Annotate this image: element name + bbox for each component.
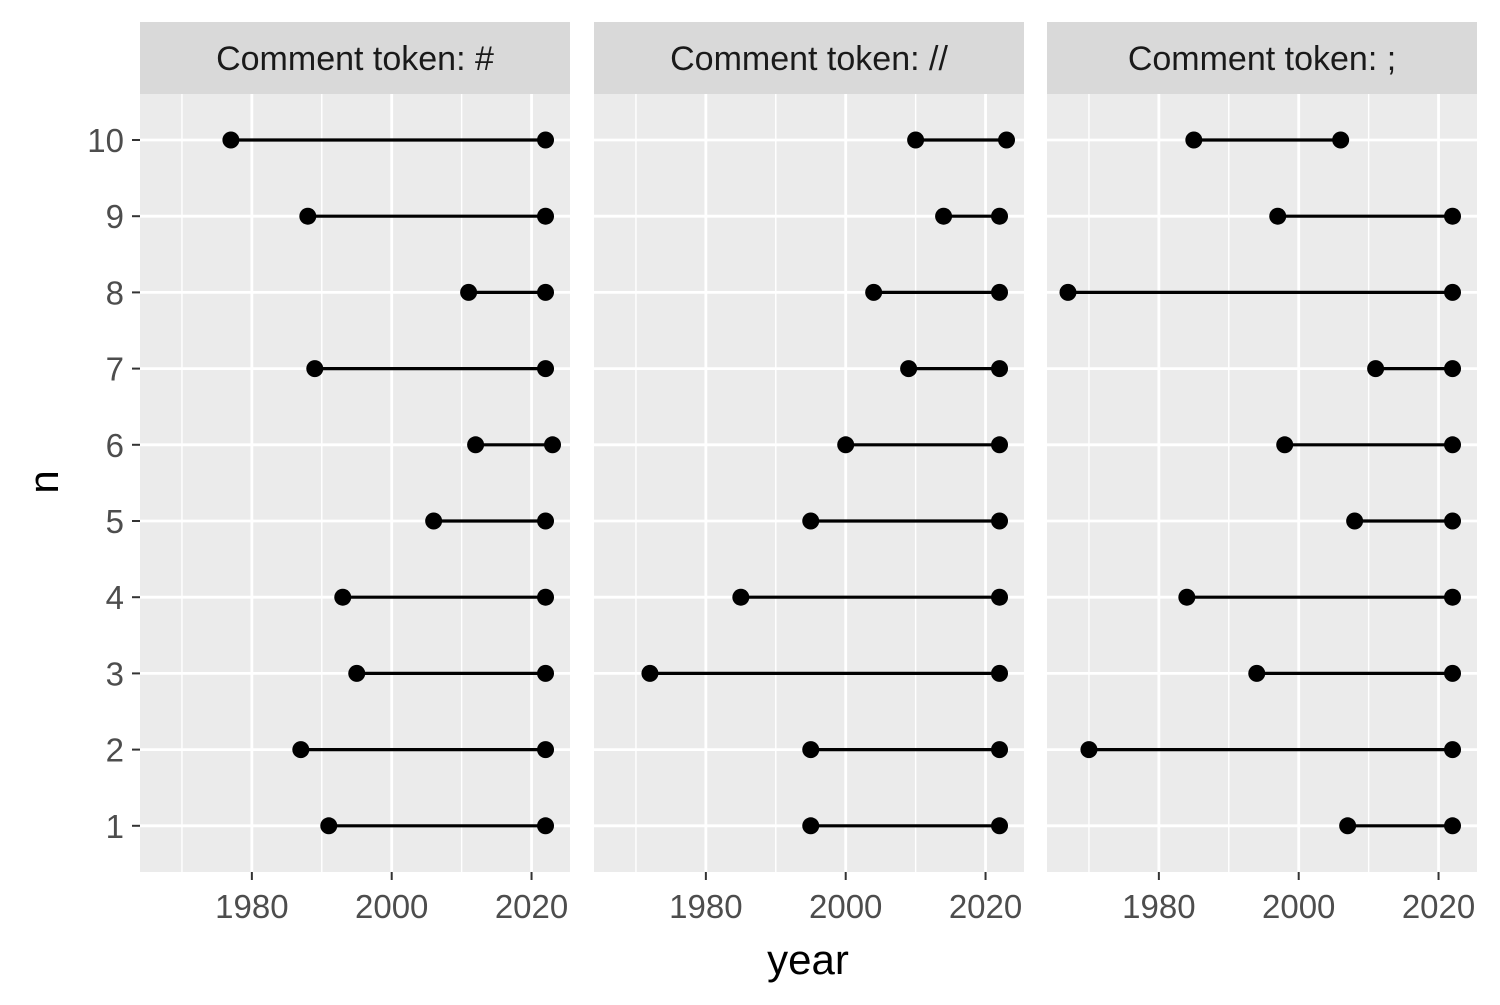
end-point — [537, 283, 555, 301]
facet-strip — [140, 22, 570, 94]
panel-background — [1047, 94, 1477, 872]
start-point — [1080, 741, 1098, 759]
start-point — [334, 588, 352, 606]
start-point — [900, 360, 918, 378]
facet-strip-title: Comment token: ; — [1128, 40, 1396, 78]
end-point — [537, 588, 555, 606]
x-tick-label: 1980 — [669, 888, 742, 925]
start-point — [802, 741, 820, 759]
start-point — [802, 817, 820, 835]
start-point — [935, 207, 953, 225]
y-tick-label: 9 — [106, 198, 124, 235]
start-point — [306, 360, 324, 378]
y-tick-label: 7 — [106, 351, 124, 388]
end-point — [1444, 436, 1462, 454]
y-tick-label: 2 — [106, 732, 124, 769]
y-tick-label: 5 — [106, 503, 124, 540]
y-tick-label: 10 — [87, 122, 124, 159]
end-point — [991, 436, 1009, 454]
facet-strip — [594, 22, 1024, 94]
y-tick-label: 1 — [106, 808, 124, 845]
end-point — [1332, 131, 1350, 149]
x-tick-label: 2000 — [355, 888, 428, 925]
end-point — [537, 360, 555, 378]
start-point — [320, 817, 338, 835]
end-point — [991, 741, 1009, 759]
end-point — [1444, 588, 1462, 606]
end-point — [991, 817, 1009, 835]
end-point — [991, 283, 1009, 301]
end-point — [991, 664, 1009, 682]
start-point — [1339, 817, 1357, 835]
start-point — [1269, 207, 1287, 225]
x-tick-label: 2000 — [809, 888, 882, 925]
end-point — [1444, 512, 1462, 530]
start-point — [802, 512, 820, 530]
end-point — [1444, 360, 1462, 378]
end-point — [537, 207, 555, 225]
x-axis-title: year — [767, 936, 849, 983]
start-point — [222, 131, 240, 149]
x-tick-label: 2020 — [495, 888, 568, 925]
end-point — [537, 664, 555, 682]
start-point — [292, 741, 310, 759]
y-tick-label: 8 — [106, 274, 124, 311]
start-point — [1059, 283, 1077, 301]
start-point — [907, 131, 925, 149]
x-tick-label: 2020 — [1402, 888, 1475, 925]
end-point — [998, 131, 1016, 149]
x-tick-label: 2020 — [949, 888, 1022, 925]
start-point — [1346, 512, 1364, 530]
facet-strip-title: Comment token: # — [216, 40, 494, 78]
end-point — [537, 741, 555, 759]
end-point — [537, 817, 555, 835]
x-tick-label: 2000 — [1262, 888, 1335, 925]
start-point — [732, 588, 750, 606]
end-point — [544, 436, 562, 454]
start-point — [299, 207, 317, 225]
end-point — [537, 131, 555, 149]
end-point — [1444, 664, 1462, 682]
y-tick-label: 3 — [106, 655, 124, 692]
start-point — [460, 283, 478, 301]
end-point — [1444, 741, 1462, 759]
x-tick-label: 1980 — [215, 888, 288, 925]
facet-strip-title: Comment token: // — [670, 40, 948, 78]
end-point — [1444, 207, 1462, 225]
start-point — [467, 436, 485, 454]
start-point — [1248, 664, 1266, 682]
facet-strip — [1047, 22, 1477, 94]
x-tick-label: 1980 — [1122, 888, 1195, 925]
start-point — [1178, 588, 1196, 606]
start-point — [1185, 131, 1203, 149]
end-point — [991, 360, 1009, 378]
start-point — [348, 664, 366, 682]
end-point — [1444, 817, 1462, 835]
y-tick-label: 4 — [106, 579, 124, 616]
end-point — [1444, 283, 1462, 301]
y-tick-label: 6 — [106, 427, 124, 464]
start-point — [837, 436, 855, 454]
end-point — [537, 512, 555, 530]
start-point — [1276, 436, 1294, 454]
y-axis-title: n — [20, 470, 67, 493]
end-point — [991, 512, 1009, 530]
end-point — [991, 207, 1009, 225]
start-point — [425, 512, 443, 530]
start-point — [1367, 360, 1385, 378]
start-point — [865, 283, 883, 301]
panel-background — [140, 94, 570, 872]
end-point — [991, 588, 1009, 606]
start-point — [641, 664, 659, 682]
